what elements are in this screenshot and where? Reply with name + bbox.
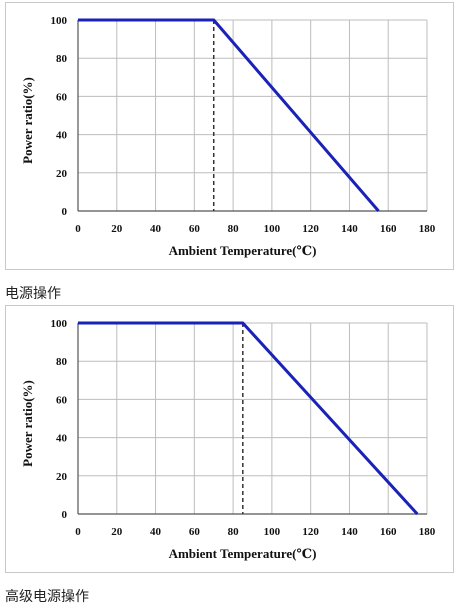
x-tick-label: 180 bbox=[419, 526, 436, 538]
x-tick-label: 120 bbox=[302, 526, 319, 538]
x-tick-label: 100 bbox=[264, 223, 281, 235]
x-tick-label: 140 bbox=[341, 526, 358, 538]
x-tick-label: 60 bbox=[189, 526, 201, 538]
x-tick-label: 80 bbox=[228, 223, 240, 235]
y-tick-label: 40 bbox=[56, 130, 68, 142]
x-tick-label: 20 bbox=[111, 526, 123, 538]
y-axis-label: Power ratio(%) bbox=[20, 380, 35, 467]
chart-panel-1: 0 20 40 60 80 100 120 140 160 180 0 20 40 60 80 100 Ambi… bbox=[5, 2, 454, 270]
y-tick-label: 100 bbox=[51, 318, 68, 330]
y-tick-label: 80 bbox=[56, 53, 68, 65]
y-tick-label: 20 bbox=[56, 168, 68, 180]
x-tick-label: 140 bbox=[341, 223, 358, 235]
grid bbox=[77, 19, 428, 212]
y-tick-label: 80 bbox=[56, 356, 68, 368]
derating-chart-1: 0 20 40 60 80 100 120 140 160 180 0 20 40 60 80 100 Ambi… bbox=[20, 15, 436, 258]
x-tick-label: 0 bbox=[75, 526, 81, 538]
x-tick-label: 20 bbox=[111, 223, 123, 235]
x-tick-label: 40 bbox=[150, 526, 162, 538]
y-tick-label: 40 bbox=[56, 433, 68, 445]
derating-chart-2: 0 20 40 60 80 100 120 140 160 180 0 20 40 60 80 100 Ambi… bbox=[20, 318, 436, 561]
x-tick-label: 0 bbox=[75, 223, 81, 235]
x-tick-label: 40 bbox=[150, 223, 162, 235]
y-tick-label: 0 bbox=[62, 509, 68, 521]
x-tick-label: 180 bbox=[419, 223, 436, 235]
x-tick-label: 60 bbox=[189, 223, 201, 235]
y-tick-label: 60 bbox=[56, 91, 68, 103]
y-tick-label: 60 bbox=[56, 394, 68, 406]
x-tick-label: 160 bbox=[380, 223, 397, 235]
power-ratio-line bbox=[78, 321, 419, 516]
power-ratio-line bbox=[78, 18, 380, 212]
x-tick-label: 120 bbox=[302, 223, 319, 235]
x-axis-label: Ambient Temperature(℃) bbox=[169, 243, 317, 258]
x-tick-label: 100 bbox=[264, 526, 281, 538]
y-tick-label: 100 bbox=[51, 15, 68, 27]
y-tick-label: 0 bbox=[62, 206, 68, 218]
y-tick-label: 20 bbox=[56, 471, 68, 483]
figure-caption-2: 高级电源操作 bbox=[5, 589, 89, 605]
x-tick-label: 80 bbox=[228, 526, 240, 538]
y-axis-label: Power ratio(%) bbox=[20, 77, 35, 164]
x-tick-label: 160 bbox=[380, 526, 397, 538]
x-axis-label: Ambient Temperature(℃) bbox=[169, 546, 317, 561]
chart-panel-2: 0 20 40 60 80 100 120 140 160 180 0 20 40 60 80 100 Ambi… bbox=[5, 305, 454, 573]
figure-caption-1: 电源操作 bbox=[5, 286, 61, 302]
grid bbox=[77, 322, 428, 515]
